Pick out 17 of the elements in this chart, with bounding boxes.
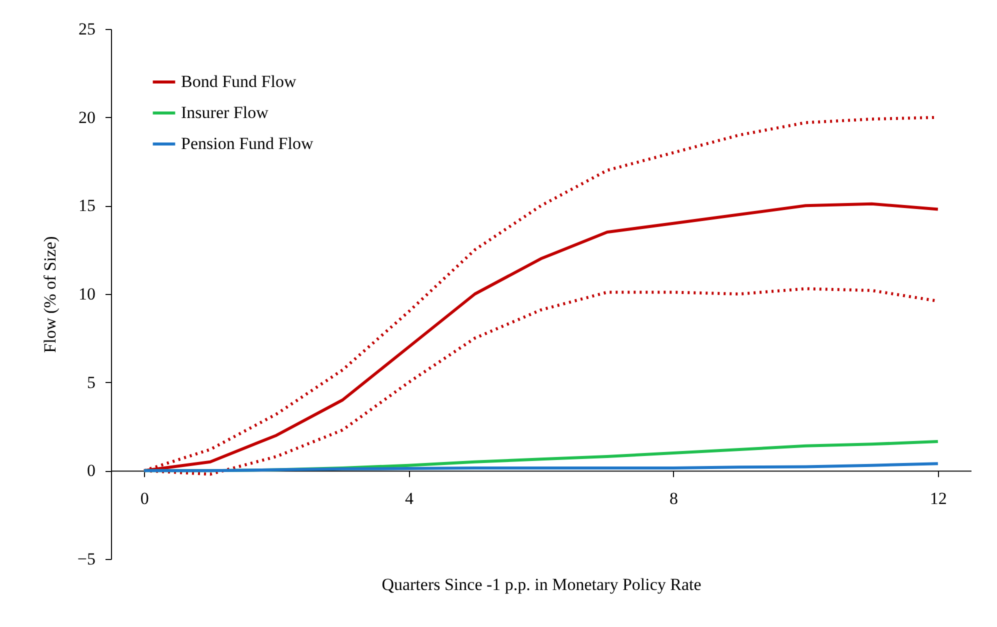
x-tick-label: 12 xyxy=(930,489,947,508)
x-tick-label: 8 xyxy=(670,489,678,508)
y-tick-label: −5 xyxy=(77,550,96,568)
legend-label: Bond Fund Flow xyxy=(181,72,297,91)
x-axis-title: Quarters Since -1 p.p. in Monetary Policy Rate xyxy=(382,575,702,594)
legend-label: Pension Fund Flow xyxy=(181,134,314,153)
y-tick-label: 5 xyxy=(87,372,96,392)
y-tick-label: 25 xyxy=(78,20,96,38)
y-tick-label: 0 xyxy=(87,461,96,480)
line-series xyxy=(142,462,940,472)
x-tick-label: 4 xyxy=(404,489,414,508)
y-axis-title: Flow (% of Size) xyxy=(40,236,60,353)
y-tick-label: 10 xyxy=(78,284,96,304)
y-tick-label: 15 xyxy=(78,196,96,216)
legend-label: Insurer Flow xyxy=(181,103,270,122)
y-tick-label: 20 xyxy=(78,108,96,127)
x-tick-label: 0 xyxy=(140,489,149,508)
